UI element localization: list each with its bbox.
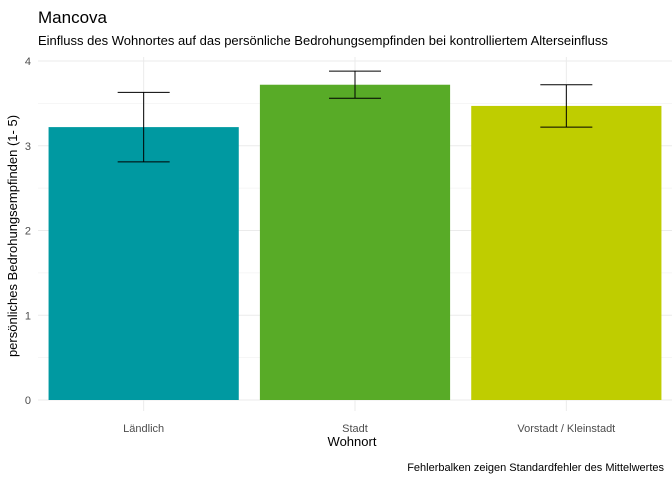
x-tick-label: Vorstadt / Kleinstadt — [517, 423, 615, 435]
y-axis-title: persönliches Bedrohungsempfinden (1- 5) — [5, 115, 20, 357]
y-tick-label: 3 — [25, 141, 31, 153]
y-tick-label: 1 — [25, 310, 31, 322]
y-tick-label: 4 — [25, 56, 31, 68]
error-bars — [117, 70, 593, 163]
y-axis-ticks: 0 1 2 3 4 — [25, 56, 31, 407]
bars — [48, 84, 662, 400]
chart-title: Mancova — [38, 8, 108, 27]
x-axis-title: Wohnort — [328, 434, 377, 449]
x-tick-label: Ländlich — [123, 423, 164, 435]
chart-caption: Fehlerbalken zeigen Standardfehler des M… — [407, 462, 664, 474]
x-axis-ticks: Ländlich Stadt Vorstadt / Kleinstadt — [123, 423, 615, 435]
bar-2 — [259, 84, 451, 400]
bar-3 — [471, 105, 662, 400]
chart-subtitle: Einfluss des Wohnortes auf das persönlic… — [38, 33, 608, 48]
x-tick-label: Stadt — [342, 423, 368, 435]
bar-1 — [48, 127, 239, 400]
y-tick-label: 2 — [25, 226, 31, 238]
y-tick-label: 0 — [25, 395, 31, 407]
